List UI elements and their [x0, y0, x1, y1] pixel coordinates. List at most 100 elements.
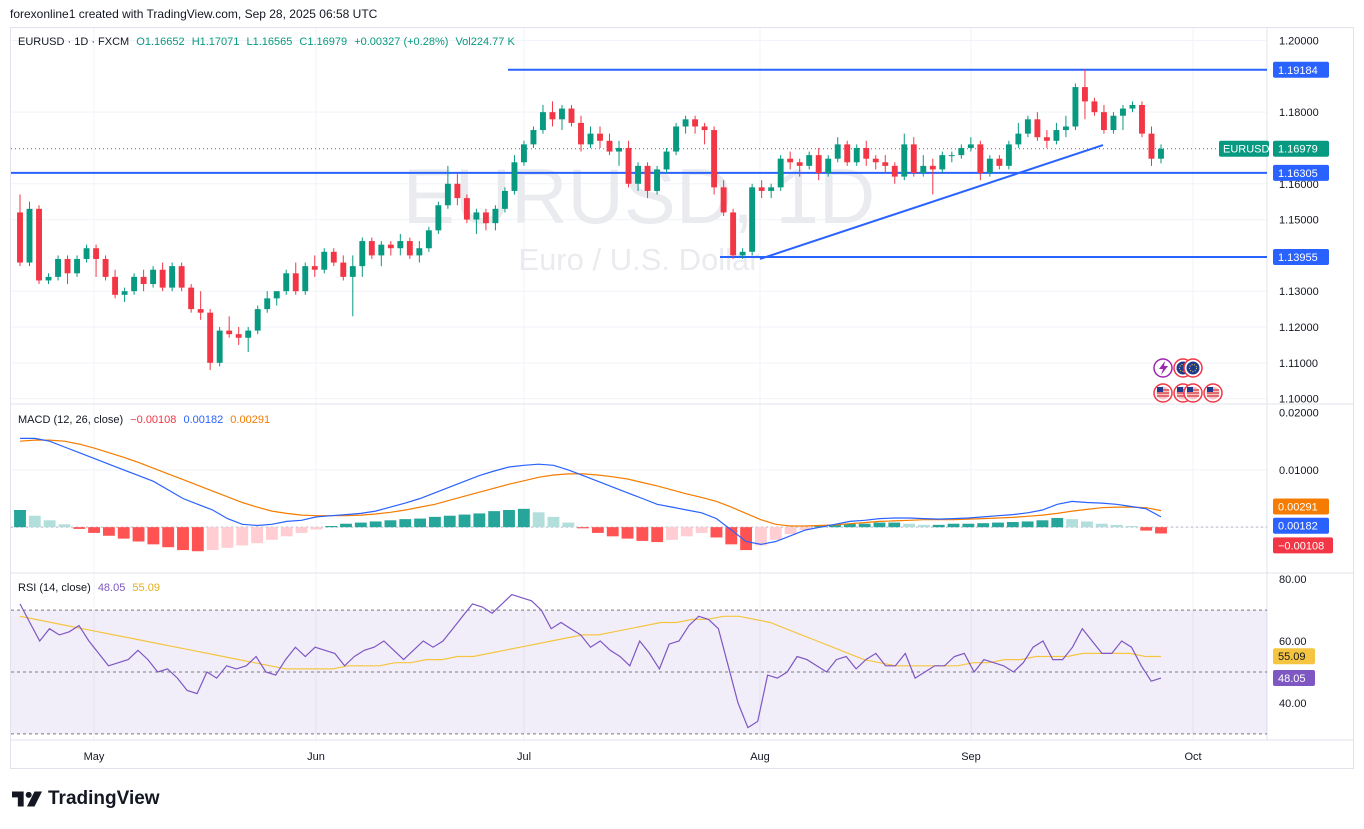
legend-open: O1.16652	[136, 36, 185, 48]
macd-signal-value: 0.00291	[230, 414, 271, 426]
candle-body	[739, 251, 746, 256]
candle-body	[568, 108, 575, 123]
macd-histogram-bar	[873, 522, 886, 528]
resistance-price-label: 1.19184	[1278, 65, 1318, 77]
macd-histogram-bar	[147, 527, 160, 545]
macd-histogram-bar	[725, 527, 738, 545]
macd-series	[11, 437, 1267, 552]
candle-body	[178, 266, 185, 288]
macd-histogram-bar	[962, 523, 975, 528]
candle-body	[673, 126, 680, 152]
macd-histogram-bar	[177, 527, 189, 551]
macd-histogram-bar	[843, 523, 856, 528]
macd-hist-label-bg	[1273, 537, 1333, 554]
macd-histogram-bar	[414, 518, 427, 528]
flag-canton	[1207, 387, 1213, 392]
symbol-label[interactable]: EURUSD · 1D · FXCM	[18, 36, 130, 48]
rsi-ma-label-bg	[1273, 648, 1315, 665]
macd-hist-label: −0.00108	[1278, 540, 1324, 552]
candle-body	[1043, 137, 1050, 141]
candle-body	[1120, 108, 1126, 116]
candle-body	[682, 119, 689, 127]
macd-histogram-bar	[473, 513, 486, 528]
candle-body	[406, 241, 413, 256]
price-tick-label: 1.20000	[1279, 36, 1319, 48]
rsi-tick-label: 80.00	[1279, 574, 1307, 586]
candle-body	[882, 162, 889, 166]
candle-body	[159, 269, 166, 288]
legend-low: L1.16565	[246, 36, 293, 48]
candle-body	[273, 291, 280, 299]
symbol-watermark-subtitle: Euro / U.S. Dollar	[518, 242, 759, 277]
candle-body	[1072, 87, 1079, 127]
macd-histogram-bar	[577, 527, 590, 529]
macd-histogram-bar	[784, 527, 797, 535]
flag-canton	[1157, 387, 1163, 392]
candle-body	[188, 287, 195, 310]
macd-histogram-bar	[710, 527, 723, 538]
macd-histogram-bar	[458, 514, 471, 528]
time-tick-label: Aug	[750, 751, 770, 763]
tradingview-logo-icon	[12, 791, 42, 807]
chart-frame[interactable]: EURUSD, 1D Euro / U.S. Dollar 1.20000 1.180…	[10, 27, 1354, 769]
candle-body	[597, 133, 603, 141]
chart-credit: forexonline1 created with TradingView.co…	[10, 7, 378, 21]
candle-body	[216, 330, 223, 363]
macd-histogram-bar	[532, 512, 545, 528]
candle-body	[663, 151, 670, 170]
candle-body	[520, 144, 527, 163]
support-price-label-bg	[1273, 249, 1329, 266]
candle-body	[939, 155, 946, 170]
candle-body	[121, 291, 128, 295]
macd-histogram-bar	[236, 527, 249, 546]
candle-body	[245, 330, 252, 338]
rsi-ma-label: 55.09	[1278, 651, 1306, 663]
macd-legend: MACD (12, 26, close) −0.00108 0.00182 0.…	[18, 414, 274, 426]
macd-histogram-bar	[858, 523, 871, 528]
candle-body	[891, 165, 898, 177]
price-tick-label: 1.15000	[1279, 215, 1319, 227]
rsi-label[interactable]: RSI (14, close)	[18, 582, 91, 594]
macd-histogram-bar	[977, 523, 990, 528]
macd-histogram-bar	[280, 527, 293, 537]
macd-tick-label: 0.02000	[1279, 408, 1319, 420]
macd-label[interactable]: MACD (12, 26, close)	[18, 414, 124, 426]
candle-body	[768, 187, 775, 191]
candle-body	[758, 187, 765, 191]
candle-body	[321, 251, 328, 270]
macd-histogram-bar	[695, 527, 708, 533]
candle-body	[302, 266, 309, 292]
tradingview-brand[interactable]: TradingView	[12, 788, 160, 810]
candle-body	[501, 190, 508, 209]
macd-histogram-bar	[992, 522, 1004, 528]
symbol-watermark: EURUSD, 1D	[403, 152, 875, 240]
macd-hist-value: −0.00108	[130, 414, 177, 426]
macd-histogram-bar	[354, 522, 367, 528]
candle-body	[711, 130, 718, 188]
support-price-label: 1.16305	[1278, 168, 1318, 180]
macd-histogram-bar	[1051, 518, 1064, 528]
macd-histogram-bar	[651, 527, 664, 543]
candle-body	[625, 147, 632, 184]
macd-histogram-bar	[443, 515, 456, 528]
candle-body	[540, 112, 546, 131]
macd-tick-label: 0.01000	[1279, 465, 1319, 477]
macd-histogram-bar	[14, 509, 26, 528]
macd-line-label: 0.00182	[1278, 521, 1318, 533]
candle-body	[1139, 104, 1145, 134]
support-price-label-bg	[1273, 164, 1329, 181]
candle-body	[825, 158, 832, 174]
candle-body	[844, 144, 851, 163]
candle-body	[131, 276, 138, 292]
candle-body	[1024, 119, 1031, 134]
candle-body	[1062, 126, 1069, 131]
flag-canton	[1187, 387, 1193, 392]
flag-canton	[1177, 387, 1183, 392]
candle-body	[292, 273, 299, 292]
macd-histogram-bar	[488, 511, 501, 528]
macd-histogram-bar	[399, 519, 412, 528]
macd-histogram-bar	[769, 527, 782, 540]
candle-body	[1158, 148, 1164, 159]
macd-histogram-bar	[754, 527, 767, 546]
